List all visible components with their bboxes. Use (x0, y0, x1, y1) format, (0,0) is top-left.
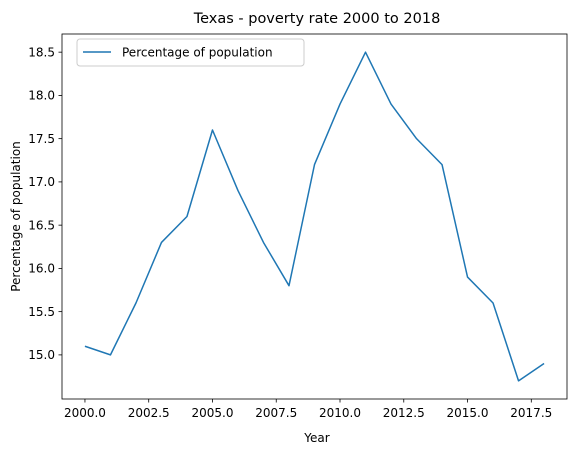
x-axis-ticks: 2000.0 2002.5 2005.0 2007.5 2010.0 2012.5 2015… (64, 399, 552, 420)
x-axis-label: Year (303, 431, 329, 445)
series-line-percentage-of-population (85, 52, 544, 381)
series-points (85, 52, 544, 381)
x-tick-label: 2012.5 (383, 406, 425, 420)
y-tick-label: 18.5 (28, 45, 55, 59)
y-axis-ticks: 15.0 15.5 16.0 16.5 17.0 17.5 18.0 18.5 (28, 45, 62, 362)
chart-title: Texas - poverty rate 2000 to 2018 (193, 11, 441, 27)
y-axis-label: Percentage of population (9, 141, 23, 292)
x-tick-label: 2002.5 (128, 406, 170, 420)
y-tick-label: 17.0 (28, 175, 55, 189)
legend: Percentage of population (77, 39, 304, 66)
y-tick-label: 18.0 (28, 89, 55, 103)
x-tick-label: 2015.0 (447, 406, 489, 420)
y-tick-label: 16.0 (28, 262, 55, 276)
y-tick-label: 15.5 (28, 305, 55, 319)
x-tick-label: 2017.5 (510, 406, 552, 420)
y-tick-label: 15.0 (28, 348, 55, 362)
plot-frame (62, 34, 567, 399)
x-tick-label: 2007.5 (255, 406, 297, 420)
legend-label: Percentage of population (122, 46, 273, 60)
x-tick-label: 2010.0 (319, 406, 361, 420)
y-tick-label: 16.5 (28, 218, 55, 232)
x-tick-label: 2000.0 (64, 406, 106, 420)
y-tick-label: 17.5 (28, 132, 55, 146)
x-tick-label: 2005.0 (191, 406, 233, 420)
